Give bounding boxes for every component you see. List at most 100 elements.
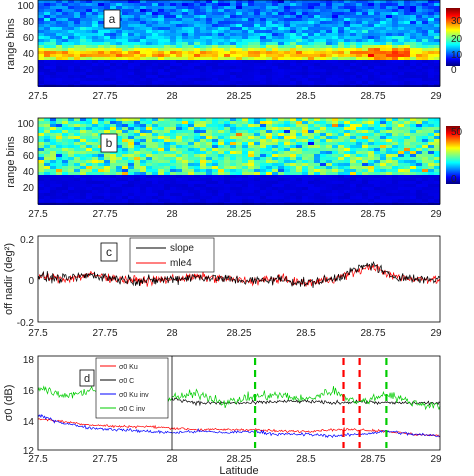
heatmap-cell — [218, 39, 224, 42]
heatmap-cell — [326, 136, 332, 139]
heatmap-cell — [212, 12, 218, 15]
heatmap-cell — [338, 142, 344, 145]
heatmap-cell — [194, 42, 200, 45]
heatmap-cell — [308, 15, 314, 18]
heatmap-cell — [260, 193, 266, 196]
heatmap-cell — [278, 21, 284, 24]
heatmap-cell — [128, 136, 134, 139]
heatmap-cell — [344, 148, 350, 151]
heatmap-cell — [104, 124, 110, 127]
heatmap-cell — [236, 181, 242, 184]
heatmap-cell — [332, 0, 338, 3]
heatmap-cell — [218, 57, 224, 60]
heatmap-cell — [188, 30, 194, 33]
heatmap-cell — [200, 178, 206, 181]
heatmap-cell — [326, 196, 332, 199]
heatmap-cell — [326, 124, 332, 127]
heatmap-cell — [416, 148, 422, 151]
heatmap-cell — [182, 127, 188, 130]
heatmap-cell — [368, 175, 374, 178]
heatmap-cell — [368, 160, 374, 163]
heatmap-cell — [38, 72, 44, 75]
heatmap-cell — [140, 172, 146, 175]
heatmap-cell — [380, 148, 386, 151]
heatmap-cell — [74, 21, 80, 24]
heatmap-cell — [140, 118, 146, 121]
heatmap-cell — [110, 151, 116, 154]
heatmap-cell — [404, 151, 410, 154]
heatmap-cell — [380, 130, 386, 133]
heatmap-cell — [290, 6, 296, 9]
heatmap-cell — [272, 193, 278, 196]
heatmap-cell — [428, 178, 434, 181]
heatmap-cell — [218, 139, 224, 142]
heatmap-cell — [344, 81, 350, 84]
heatmap-cell — [422, 148, 428, 151]
heatmap-cell — [104, 181, 110, 184]
heatmap-cell — [44, 24, 50, 27]
heatmap-cell — [68, 15, 74, 18]
heatmap-cell — [134, 66, 140, 69]
heatmap-cell — [176, 154, 182, 157]
heatmap-cell — [266, 3, 272, 6]
heatmap-cell — [68, 121, 74, 124]
heatmap-cell — [254, 48, 260, 51]
heatmap-cell — [110, 181, 116, 184]
heatmap-cell — [152, 63, 158, 66]
heatmap-cell — [296, 9, 302, 12]
heatmap-cell — [308, 178, 314, 181]
heatmap-cell — [134, 136, 140, 139]
heatmap-cell — [260, 0, 266, 3]
heatmap-cell — [74, 139, 80, 142]
heatmap-cell — [332, 193, 338, 196]
heatmap-cell — [188, 151, 194, 154]
heatmap-cell — [62, 57, 68, 60]
heatmap-cell — [416, 33, 422, 36]
heatmap-cell — [158, 142, 164, 145]
heatmap-cell — [332, 187, 338, 190]
heatmap-cell — [374, 84, 380, 87]
heatmap-cell — [416, 172, 422, 175]
heatmap-cell — [146, 39, 152, 42]
cbar-b-tick-50: 50 — [451, 127, 463, 138]
heatmap-cell — [332, 18, 338, 21]
heatmap-cell — [410, 148, 416, 151]
heatmap-cell — [350, 3, 356, 6]
heatmap-cell — [74, 184, 80, 187]
heatmap-cell — [368, 6, 374, 9]
heatmap-cell — [140, 84, 146, 87]
heatmap-cell — [170, 118, 176, 121]
heatmap-cell — [158, 172, 164, 175]
heatmap-cell — [236, 127, 242, 130]
heatmap-cell — [356, 18, 362, 21]
heatmap-cell — [254, 75, 260, 78]
heatmap-cell — [350, 190, 356, 193]
heatmap-cell — [260, 118, 266, 121]
heatmap-cell — [266, 169, 272, 172]
heatmap-cell — [338, 160, 344, 163]
heatmap-cell — [398, 72, 404, 75]
heatmap-cell — [398, 39, 404, 42]
heatmap-cell — [206, 66, 212, 69]
heatmap-cell — [206, 75, 212, 78]
heatmap-cell — [236, 157, 242, 160]
heatmap-cell — [422, 69, 428, 72]
heatmap-cell — [200, 175, 206, 178]
heatmap-cell — [296, 72, 302, 75]
heatmap-cell — [410, 51, 416, 54]
heatmap-cell — [158, 118, 164, 121]
heatmap-cell — [80, 12, 86, 15]
heatmap-cell — [266, 163, 272, 166]
heatmap-cell — [404, 69, 410, 72]
xtick-b-3: 28.25 — [226, 209, 251, 220]
heatmap-cell — [374, 75, 380, 78]
heatmap-cell — [392, 193, 398, 196]
heatmap-cell — [320, 163, 326, 166]
heatmap-cell — [80, 36, 86, 39]
heatmap-cell — [122, 6, 128, 9]
heatmap-cell — [170, 48, 176, 51]
heatmap-cell — [92, 54, 98, 57]
heatmap-cell — [308, 54, 314, 57]
heatmap-cell — [80, 84, 86, 87]
heatmap-cell — [398, 139, 404, 142]
